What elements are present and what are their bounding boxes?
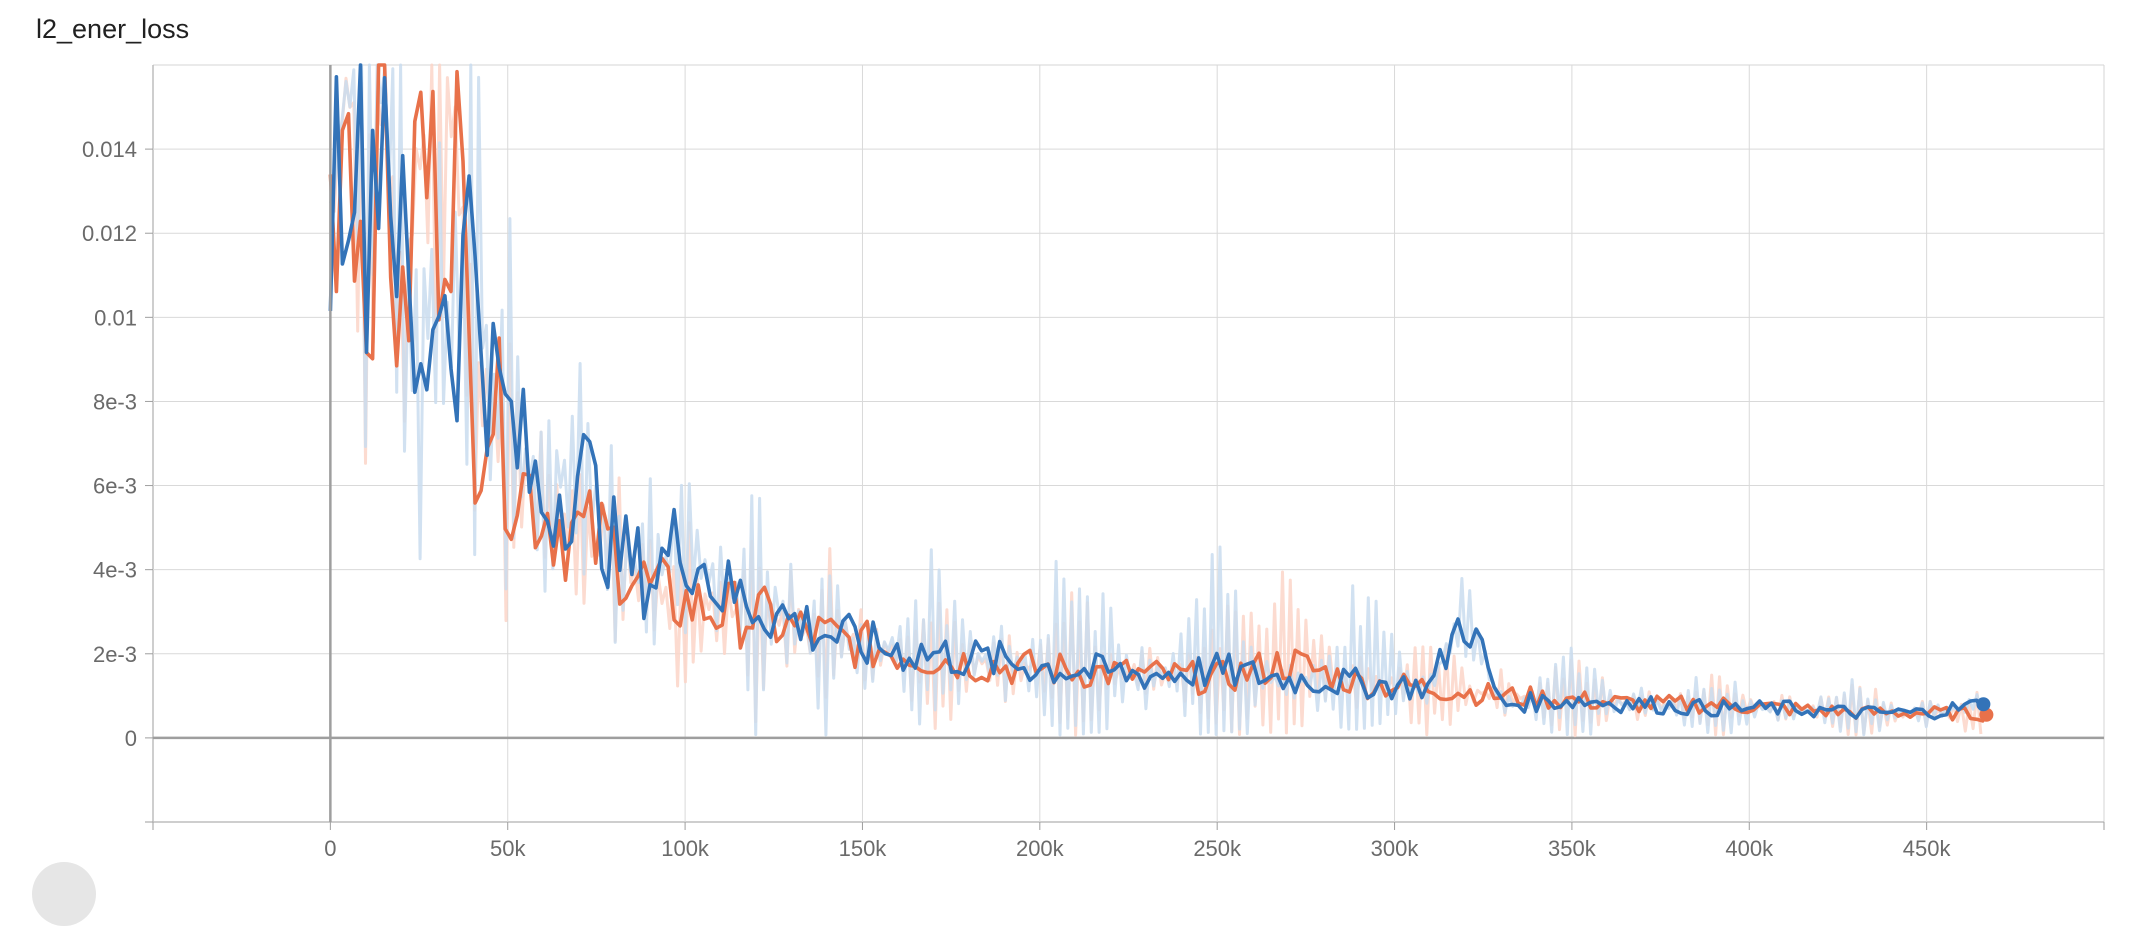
y-tick-label: 6e-3 xyxy=(93,474,137,499)
tick-labels: 0 50k 100k 150k 200k 250k 300k 350k 400k 450k 0 2e-… xyxy=(82,137,1952,861)
chart-title: l2_ener_loss xyxy=(36,14,190,44)
y-tick-label: 8e-3 xyxy=(93,389,137,414)
series-endpoint-dot xyxy=(1979,707,1994,722)
x-tick-label: 300k xyxy=(1371,836,1420,861)
y-tick-label: 2e-3 xyxy=(93,642,137,667)
y-tick-label: 4e-3 xyxy=(93,558,137,583)
raw-series-layer xyxy=(328,63,1983,738)
y-tick-label: 0.012 xyxy=(82,221,137,246)
raw-series-line xyxy=(328,63,1983,737)
smoothed-series-line xyxy=(328,63,1986,723)
y-tick-label: 0.014 xyxy=(82,137,137,162)
axes xyxy=(145,65,2105,830)
series-endpoints xyxy=(1976,697,1994,722)
line-chart[interactable]: 0 50k 100k 150k 200k 250k 300k 350k 400k 450k 0 2e-… xyxy=(0,0,2132,876)
y-tick-label: 0.01 xyxy=(94,305,137,330)
x-tick-label: 150k xyxy=(839,836,888,861)
expand-button[interactable] xyxy=(32,862,96,926)
smoothed-series-line xyxy=(328,63,1986,721)
x-tick-label: 450k xyxy=(1903,836,1952,861)
x-tick-label: 350k xyxy=(1548,836,1597,861)
smoothed-series-layer xyxy=(328,63,1986,723)
y-tick-label: 0 xyxy=(125,726,137,751)
x-tick-label: 400k xyxy=(1725,836,1774,861)
series-endpoint-dot xyxy=(1976,697,1991,712)
x-tick-label: 0 xyxy=(324,836,336,861)
x-tick-label: 250k xyxy=(1193,836,1242,861)
x-tick-label: 200k xyxy=(1016,836,1065,861)
x-tick-label: 100k xyxy=(661,836,710,861)
x-tick-label: 50k xyxy=(490,836,526,861)
